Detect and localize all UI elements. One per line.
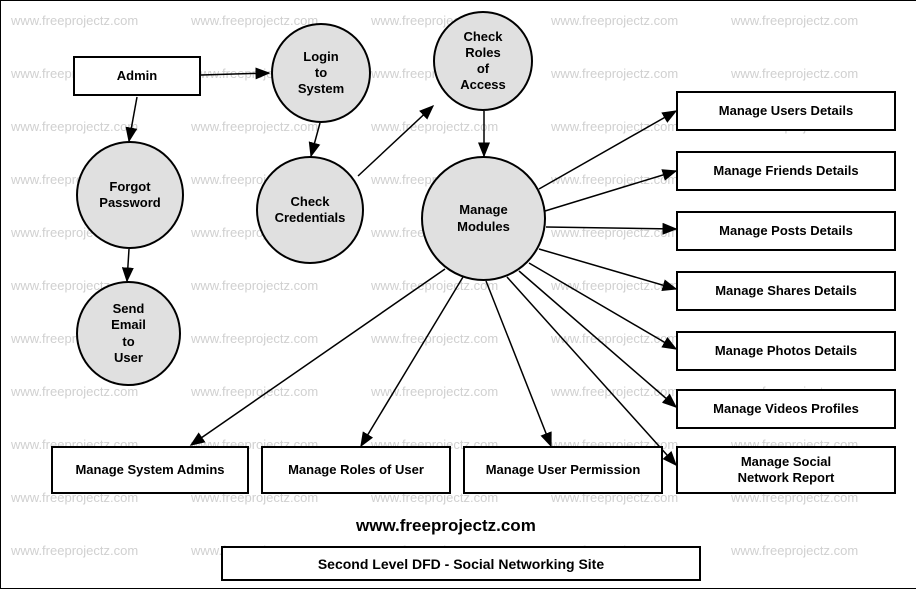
label: LogintoSystem	[298, 49, 344, 98]
label: ForgotPassword	[99, 179, 160, 212]
edge-arrow	[311, 123, 320, 156]
watermark-text: www.freeprojectz.com	[11, 13, 138, 28]
rect-manage-posts: Manage Posts Details	[676, 211, 896, 251]
edge-arrow	[486, 281, 551, 446]
watermark-text: www.freeprojectz.com	[551, 119, 678, 134]
edge-arrow	[539, 249, 676, 289]
circle-manage-modules: ManageModules	[421, 156, 546, 281]
watermark-text: www.freeprojectz.com	[11, 543, 138, 558]
watermark-text: www.freeprojectz.com	[551, 384, 678, 399]
label: Manage SocialNetwork Report	[738, 454, 835, 487]
watermark-text: www.freeprojectz.com	[191, 384, 318, 399]
label: Manage System Admins	[75, 462, 224, 478]
label: ManageModules	[457, 202, 510, 235]
label: CheckCredentials	[275, 194, 346, 227]
rect-manage-users: Manage Users Details	[676, 91, 896, 131]
edge-arrow	[201, 73, 269, 75]
watermark-text: www.freeprojectz.com	[371, 119, 498, 134]
edge-arrow	[361, 277, 463, 446]
watermark-text: www.freeprojectz.com	[371, 384, 498, 399]
watermark-text: www.freeprojectz.com	[11, 384, 138, 399]
label: Manage Posts Details	[719, 223, 853, 239]
watermark-text: www.freeprojectz.com	[191, 331, 318, 346]
url-label: www.freeprojectz.com	[356, 516, 536, 536]
rect-manage-photos: Manage Photos Details	[676, 331, 896, 371]
rect-manage-roles-user: Manage Roles of User	[261, 446, 451, 494]
label: Admin	[117, 68, 157, 84]
title-text: Second Level DFD - Social Networking Sit…	[318, 556, 604, 572]
watermark-text: www.freeprojectz.com	[551, 13, 678, 28]
rect-manage-shares: Manage Shares Details	[676, 271, 896, 311]
label: Manage Photos Details	[715, 343, 857, 359]
rect-manage-videos: Manage Videos Profiles	[676, 389, 896, 429]
label: Manage Shares Details	[715, 283, 857, 299]
rect-admin: Admin	[73, 56, 201, 96]
edge-arrow	[529, 263, 676, 349]
title-box: Second Level DFD - Social Networking Sit…	[221, 546, 701, 581]
label: SendEmailtoUser	[111, 301, 146, 366]
label: CheckRolesofAccess	[460, 29, 506, 94]
circle-check-roles: CheckRolesofAccess	[433, 11, 533, 111]
edge-arrow	[358, 106, 433, 176]
watermark-text: www.freeprojectz.com	[551, 331, 678, 346]
circle-check-credentials: CheckCredentials	[256, 156, 364, 264]
rect-manage-system-admins: Manage System Admins	[51, 446, 249, 494]
url-text: www.freeprojectz.com	[356, 516, 536, 535]
circle-send-email: SendEmailtoUser	[76, 281, 181, 386]
rect-manage-user-permission: Manage User Permission	[463, 446, 663, 494]
watermark-text: www.freeprojectz.com	[551, 172, 678, 187]
diagram-canvas: www.freeprojectz.com www.freeprojectz.com…	[0, 0, 916, 589]
circle-forgot-password: ForgotPassword	[76, 141, 184, 249]
watermark-text: www.freeprojectz.com	[551, 278, 678, 293]
watermark-text: www.freeprojectz.com	[191, 119, 318, 134]
edge-arrow	[519, 271, 676, 407]
label: Manage Users Details	[719, 103, 853, 119]
label: Manage Roles of User	[288, 462, 424, 478]
watermark-text: www.freeprojectz.com	[551, 66, 678, 81]
watermark-text: www.freeprojectz.com	[731, 13, 858, 28]
watermark-text: www.freeprojectz.com	[731, 66, 858, 81]
edge-arrow	[545, 171, 676, 211]
label: Manage Videos Profiles	[713, 401, 859, 417]
edge-arrow	[539, 111, 676, 189]
label: Manage User Permission	[486, 462, 641, 478]
edge-arrow	[507, 277, 676, 465]
edge-arrow	[127, 249, 129, 281]
watermark-text: www.freeprojectz.com	[191, 278, 318, 293]
watermark-text: www.freeprojectz.com	[11, 119, 138, 134]
watermark-text: www.freeprojectz.com	[551, 225, 678, 240]
circle-login: LogintoSystem	[271, 23, 371, 123]
edge-arrow	[546, 227, 676, 229]
watermark-text: www.freeprojectz.com	[191, 13, 318, 28]
rect-manage-friends: Manage Friends Details	[676, 151, 896, 191]
edge-arrow	[191, 269, 445, 445]
watermark-text: www.freeprojectz.com	[731, 543, 858, 558]
rect-manage-social-report: Manage SocialNetwork Report	[676, 446, 896, 494]
edge-arrow	[129, 97, 137, 141]
watermark-text: www.freeprojectz.com	[371, 331, 498, 346]
label: Manage Friends Details	[713, 163, 858, 179]
